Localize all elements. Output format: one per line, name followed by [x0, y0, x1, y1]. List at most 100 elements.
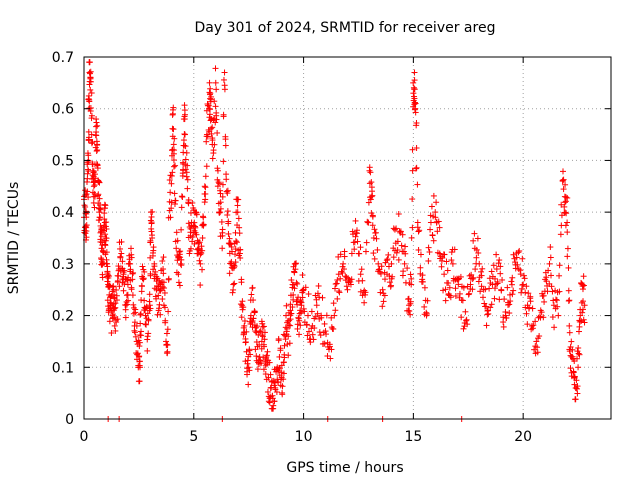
data-point [154, 282, 161, 289]
data-point [249, 284, 256, 291]
data-point [202, 196, 209, 203]
data-point [206, 105, 213, 112]
y-tick-label: 0.2 [52, 309, 74, 325]
data-point [96, 179, 103, 186]
data-point [408, 234, 415, 241]
data-point [185, 196, 192, 203]
data-point [351, 239, 358, 246]
data-point [482, 286, 489, 293]
data-point [209, 124, 216, 131]
data-point [580, 306, 587, 313]
data-point [184, 176, 191, 183]
data-point [232, 251, 239, 258]
data-point [219, 245, 226, 252]
data-point [159, 283, 166, 290]
data-point [562, 181, 569, 188]
data-point [471, 230, 478, 237]
data-point [411, 86, 418, 93]
data-point [332, 307, 339, 314]
data-point [142, 321, 149, 328]
data-point [393, 225, 400, 232]
data-point [156, 301, 163, 308]
data-point [148, 213, 155, 220]
data-point [501, 296, 508, 303]
data-point [493, 251, 500, 258]
data-point [484, 307, 491, 314]
data-point [336, 289, 343, 296]
data-point [87, 86, 94, 93]
data-point [117, 254, 124, 261]
data-point [212, 65, 219, 72]
data-point [369, 213, 376, 220]
data-point [368, 179, 375, 186]
data-point [114, 277, 121, 284]
data-point [306, 328, 313, 335]
data-point [363, 239, 370, 246]
data-point [211, 98, 218, 105]
data-point [246, 347, 253, 354]
data-point [175, 271, 182, 278]
data-point [410, 90, 417, 97]
data-point [132, 329, 139, 336]
plot-frame [83, 56, 612, 420]
data-point [367, 196, 374, 203]
data-point [463, 316, 470, 323]
data-point [558, 201, 565, 208]
data-point [178, 193, 185, 200]
data-point [298, 299, 305, 306]
data-point [226, 235, 233, 242]
data-point [421, 303, 428, 310]
data-point [509, 291, 516, 298]
data-point [462, 308, 469, 315]
data-point [98, 233, 105, 240]
data-point [298, 309, 305, 316]
data-point [216, 209, 223, 216]
data-point [204, 133, 211, 140]
data-point [149, 208, 156, 215]
data-point [136, 353, 143, 360]
data-point [164, 326, 171, 333]
data-point [429, 232, 436, 239]
data-point [423, 310, 430, 317]
data-point [441, 271, 448, 278]
data-point [103, 235, 110, 242]
data-point [292, 261, 299, 268]
data-point [199, 213, 206, 220]
data-point [136, 378, 143, 385]
data-point [284, 341, 291, 348]
data-point [303, 322, 310, 329]
data-point [520, 281, 527, 288]
x-tick-label: 5 [189, 429, 198, 445]
data-point [543, 278, 550, 285]
data-point [571, 373, 578, 380]
data-point [436, 250, 443, 257]
data-point [332, 285, 339, 292]
data-point [495, 260, 502, 267]
data-point [354, 238, 361, 245]
data-point [574, 383, 581, 390]
axis-ticks [83, 56, 611, 420]
data-point [494, 278, 501, 285]
data-point [439, 254, 446, 261]
data-point [170, 163, 177, 170]
data-point [508, 281, 515, 288]
data-point [331, 312, 338, 319]
data-point [128, 254, 135, 261]
data-point [408, 281, 415, 288]
data-point [348, 276, 355, 283]
data-point [530, 322, 537, 329]
data-point [177, 254, 184, 261]
data-point [207, 106, 214, 113]
data-point [580, 273, 587, 280]
data-point [236, 224, 243, 231]
data-point [219, 226, 226, 233]
data-point [580, 298, 587, 305]
data-point [198, 243, 205, 250]
x-axis-label: GPS time / hours [286, 460, 403, 476]
data-point [561, 203, 568, 210]
data-point [510, 287, 517, 294]
data-point [529, 305, 536, 312]
data-point [180, 137, 187, 144]
data-point [242, 339, 249, 346]
data-point [136, 364, 143, 371]
